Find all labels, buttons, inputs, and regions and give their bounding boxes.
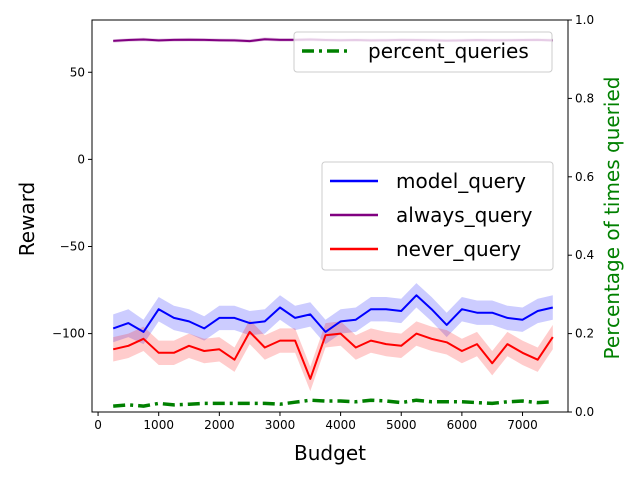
x-axis-title: Budget (294, 441, 366, 465)
x-axis: 0 1000 2000 3000 4000 5000 6000 7000 (94, 412, 538, 432)
x-tick-label: 0 (94, 418, 102, 432)
y2-tick-label: 0.4 (575, 248, 594, 262)
y-axis-right: 0.0 0.2 0.4 0.6 0.8 1.0 (568, 13, 594, 419)
y-tick-label: −100 (52, 327, 85, 341)
y-tick-label: −50 (60, 239, 85, 253)
legend-label-never_query: never_query (396, 237, 521, 261)
x-tick-label: 2000 (204, 418, 235, 432)
band-model_query (113, 283, 553, 345)
series-line-model_query (112, 294, 554, 333)
y2-tick-label: 0.2 (575, 327, 594, 341)
y2-tick-label: 0.0 (575, 405, 594, 419)
x-tick-label: 6000 (447, 418, 478, 432)
series-line-never_query (112, 330, 554, 380)
y-axis-title: Reward (15, 182, 39, 256)
legend-rewards: model_query always_query never_query (321, 161, 554, 271)
legend-label-percent_queries: percent_queries (368, 39, 529, 63)
y-tick-label: 50 (70, 65, 85, 79)
y-axis-left: −100 −50 0 50 (52, 65, 92, 341)
x-tick-label: 5000 (386, 418, 417, 432)
series-line-percent_queries (113, 398, 553, 408)
x-tick-label: 4000 (325, 418, 356, 432)
x-tick-label: 3000 (265, 418, 296, 432)
y2-tick-label: 0.6 (575, 170, 594, 184)
band-never_query (113, 319, 553, 392)
x-tick-label: 1000 (143, 418, 174, 432)
legend-percent: percent_queries (293, 31, 553, 73)
x-tick-label: 7000 (507, 418, 538, 432)
y-tick-label: 0 (77, 152, 85, 166)
y2-tick-label: 0.8 (575, 91, 594, 105)
plot-frame (91, 19, 569, 413)
y2-tick-label: 1.0 (575, 13, 594, 27)
legend-label-always_query: always_query (396, 203, 533, 227)
legend-label-model_query: model_query (396, 169, 526, 193)
y2-axis-title: Percentage of times queried (600, 77, 624, 360)
